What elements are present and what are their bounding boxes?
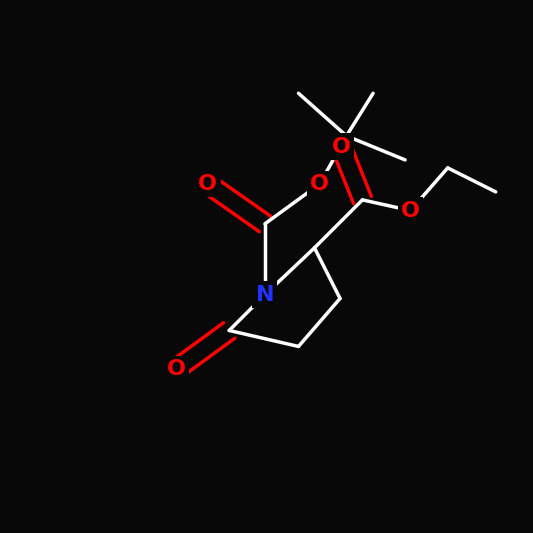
- Text: O: O: [166, 359, 185, 379]
- Text: O: O: [198, 174, 217, 194]
- Text: O: O: [401, 200, 420, 221]
- Text: O: O: [332, 136, 351, 157]
- Text: O: O: [310, 174, 329, 194]
- Text: N: N: [256, 285, 274, 305]
